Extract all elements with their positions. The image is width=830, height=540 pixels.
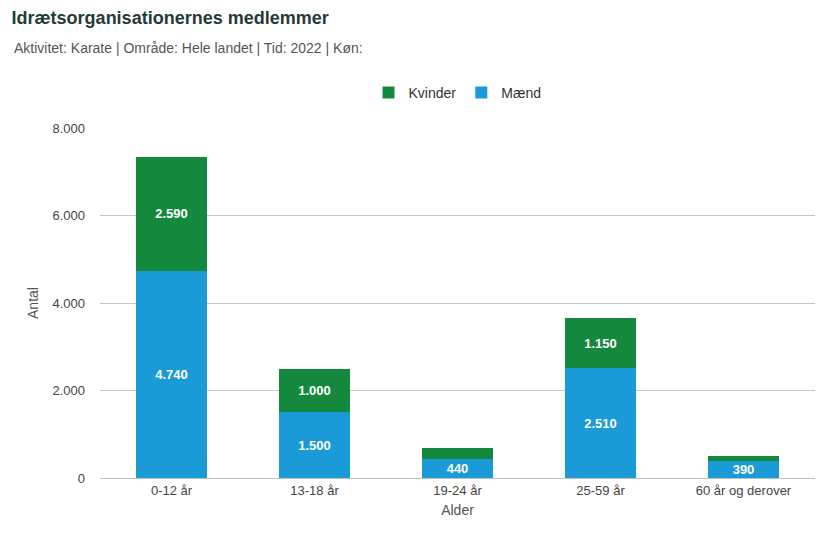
svg-text:0-12 år: 0-12 år bbox=[151, 483, 193, 498]
svg-text:19-24 år: 19-24 år bbox=[433, 483, 482, 498]
svg-text:440: 440 bbox=[447, 461, 469, 476]
svg-text:60 år og derover: 60 år og derover bbox=[696, 483, 792, 498]
svg-text:0: 0 bbox=[78, 471, 85, 486]
svg-text:1.150: 1.150 bbox=[584, 336, 617, 351]
svg-text:Aktivitet: Karate | Område: He: Aktivitet: Karate | Område: Hele landet … bbox=[14, 40, 363, 56]
svg-text:2.000: 2.000 bbox=[52, 383, 85, 398]
svg-text:4.740: 4.740 bbox=[155, 367, 188, 382]
svg-text:Kvinder: Kvinder bbox=[409, 85, 457, 101]
svg-text:Idrætsorganisationernes medlem: Idrætsorganisationernes medlemmer bbox=[12, 8, 329, 28]
svg-text:1.500: 1.500 bbox=[298, 438, 331, 453]
svg-text:4.000: 4.000 bbox=[52, 296, 85, 311]
svg-text:6.000: 6.000 bbox=[52, 208, 85, 223]
svg-text:Mænd: Mænd bbox=[501, 85, 541, 101]
svg-text:1.000: 1.000 bbox=[298, 383, 331, 398]
svg-text:25-59 år: 25-59 år bbox=[576, 483, 625, 498]
svg-text:390: 390 bbox=[733, 462, 755, 477]
svg-text:Alder: Alder bbox=[441, 502, 474, 518]
svg-text:2.510: 2.510 bbox=[584, 416, 617, 431]
svg-text:2.590: 2.590 bbox=[155, 206, 188, 221]
svg-text:13-18 år: 13-18 år bbox=[290, 483, 339, 498]
svg-text:Antal: Antal bbox=[25, 287, 41, 319]
svg-text:8.000: 8.000 bbox=[52, 121, 85, 136]
